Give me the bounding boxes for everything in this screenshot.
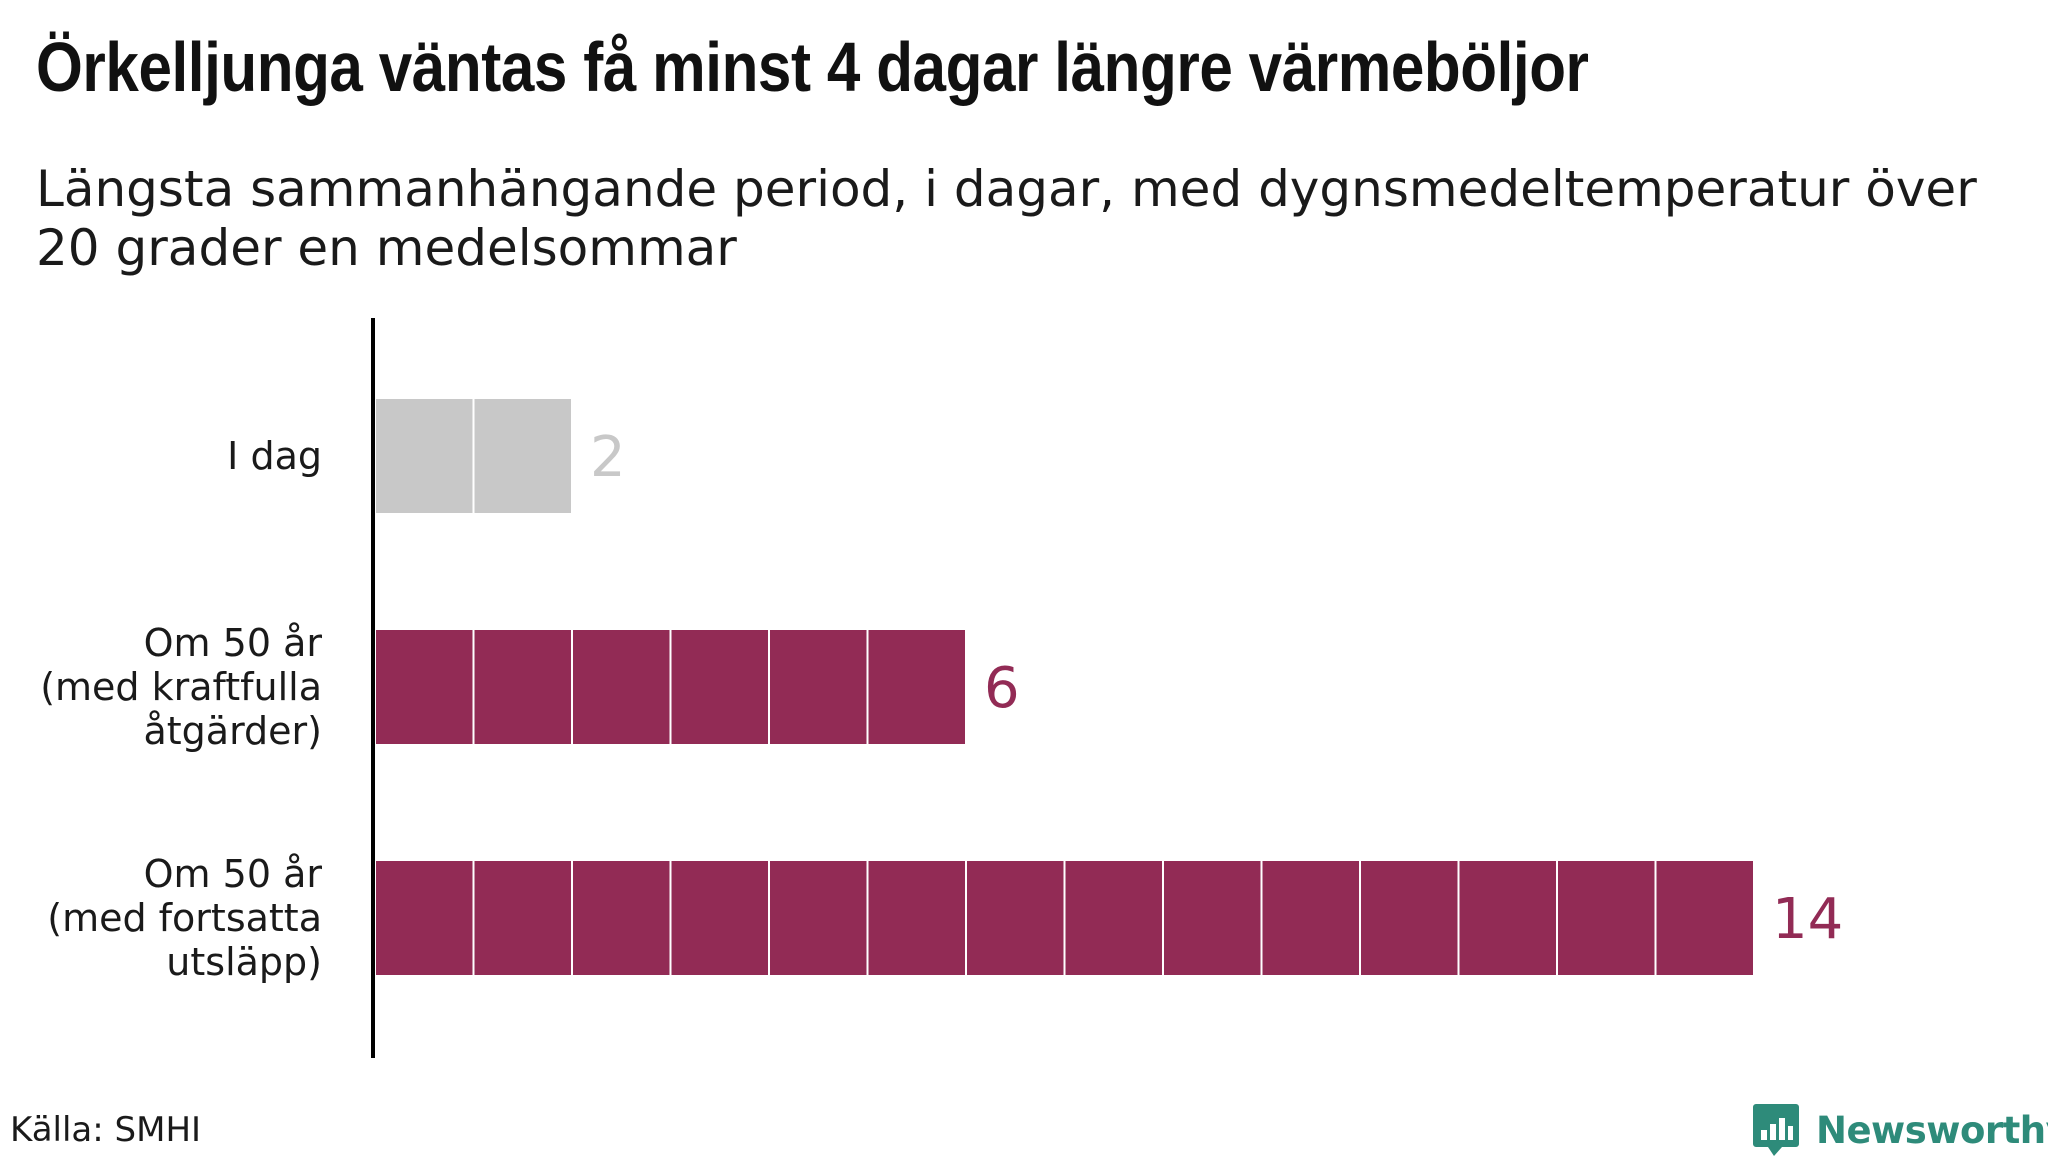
- source-note: Källa: SMHI: [10, 1110, 202, 1150]
- bar-segment: [866, 628, 967, 746]
- bar-chart-speech-bubble-icon: [1753, 1104, 1799, 1156]
- bar-segment: [1063, 859, 1164, 977]
- category-label-line: (med kraftfulla: [40, 665, 322, 709]
- bar-segment: [1359, 859, 1460, 977]
- category-label-line: I dag: [227, 434, 322, 478]
- category-label: Om 50 år (med fortsatta utsläpp): [47, 852, 322, 984]
- bar-segment: [1162, 859, 1263, 977]
- bar-segment: [1556, 859, 1657, 977]
- category-label: I dag: [227, 434, 322, 478]
- bar: [374, 859, 1755, 977]
- bar-segment: [374, 397, 475, 515]
- bar-segment: [768, 859, 869, 977]
- brand-name: Newsworthy: [1816, 1108, 2048, 1152]
- value-label: 14: [1772, 887, 1843, 952]
- bar: [374, 628, 967, 746]
- bar-segment: [374, 628, 475, 746]
- chart-subtitle: Längsta sammanhängande period, i dagar, …: [36, 160, 1977, 277]
- bar-segment: [669, 628, 770, 746]
- bar-segment: [571, 859, 672, 977]
- category-label: Om 50 år (med kraftfulla åtgärder): [40, 621, 322, 753]
- bar-segment: [1457, 859, 1558, 977]
- value-label: 2: [590, 425, 626, 490]
- category-label-line: (med fortsatta: [47, 896, 322, 940]
- bar-segment: [1260, 859, 1361, 977]
- category-label-line: utsläpp): [166, 940, 322, 984]
- value-label: 6: [984, 656, 1020, 721]
- bar-segment: [472, 859, 573, 977]
- category-label-line: Om 50 år: [144, 621, 323, 665]
- bar-segment: [374, 859, 475, 977]
- bar-segment: [1654, 859, 1755, 977]
- category-label-line: Om 50 år: [144, 852, 323, 896]
- bar-segment: [866, 859, 967, 977]
- bar-segment: [472, 628, 573, 746]
- bar-segment: [965, 859, 1066, 977]
- bar-segment: [669, 859, 770, 977]
- category-label-line: åtgärder): [144, 709, 323, 753]
- bar-segment: [472, 397, 573, 515]
- chart-title: Örkelljunga väntas få minst 4 dagar läng…: [36, 28, 1589, 106]
- bar-segment: [571, 628, 672, 746]
- newsworthy-logo: Newsworthy: [1752, 1100, 2048, 1160]
- bar-segment: [768, 628, 869, 746]
- bar: [374, 397, 573, 515]
